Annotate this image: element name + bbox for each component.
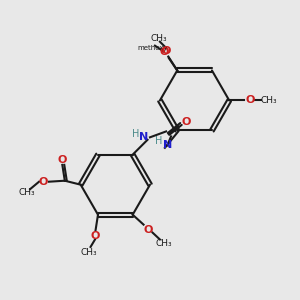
Text: O: O xyxy=(162,46,171,56)
Text: H: H xyxy=(132,129,140,139)
Text: O: O xyxy=(38,177,48,187)
Text: O: O xyxy=(90,230,100,241)
Text: CH₃: CH₃ xyxy=(261,96,277,105)
Text: N: N xyxy=(140,132,149,142)
Text: methoxy: methoxy xyxy=(138,45,168,51)
Text: CH₃: CH₃ xyxy=(18,188,35,197)
Text: O: O xyxy=(144,225,153,235)
Text: CH₃: CH₃ xyxy=(150,34,167,43)
Text: O: O xyxy=(181,116,190,127)
Text: CH₃: CH₃ xyxy=(81,248,98,257)
Text: N: N xyxy=(163,140,172,150)
Text: CH₃: CH₃ xyxy=(155,239,172,248)
Text: O: O xyxy=(58,155,67,165)
Text: O: O xyxy=(159,46,169,57)
Text: O: O xyxy=(245,95,255,106)
Text: H: H xyxy=(155,136,163,146)
